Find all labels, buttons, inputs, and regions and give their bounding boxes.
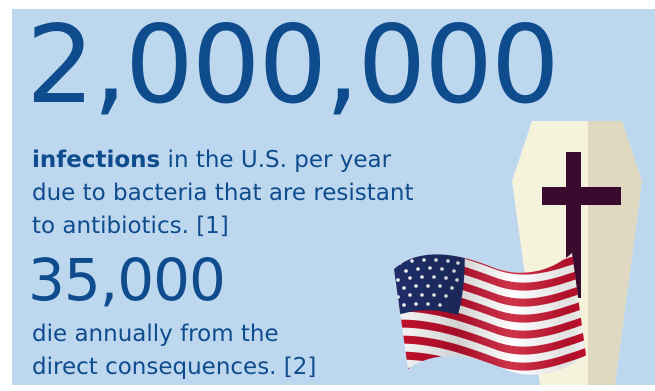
infections-keyword: infections: [32, 147, 161, 173]
infections-description: infections in the U.S. per year due to b…: [32, 144, 414, 243]
infections-line-2: due to bacteria that are resistant: [32, 180, 414, 206]
infections-line-1-rest: in the U.S. per year: [160, 147, 392, 173]
deaths-line-1: die annually from the: [32, 321, 279, 347]
infections-line-3: to antibiotics. [1]: [32, 213, 229, 239]
us-flag-icon: [394, 253, 586, 375]
illustration: [394, 121, 642, 385]
deaths-line-2: direct consequences. [2]: [32, 354, 317, 380]
infections-count: 2,000,000: [26, 9, 560, 128]
deaths-count: 35,000: [28, 246, 226, 314]
deaths-description: die annually from the direct consequence…: [32, 318, 316, 384]
infections-line-1: infections in the U.S. per year: [32, 144, 414, 177]
infographic-panel: 2,000,000 infections in the U.S. per yea…: [12, 9, 655, 385]
